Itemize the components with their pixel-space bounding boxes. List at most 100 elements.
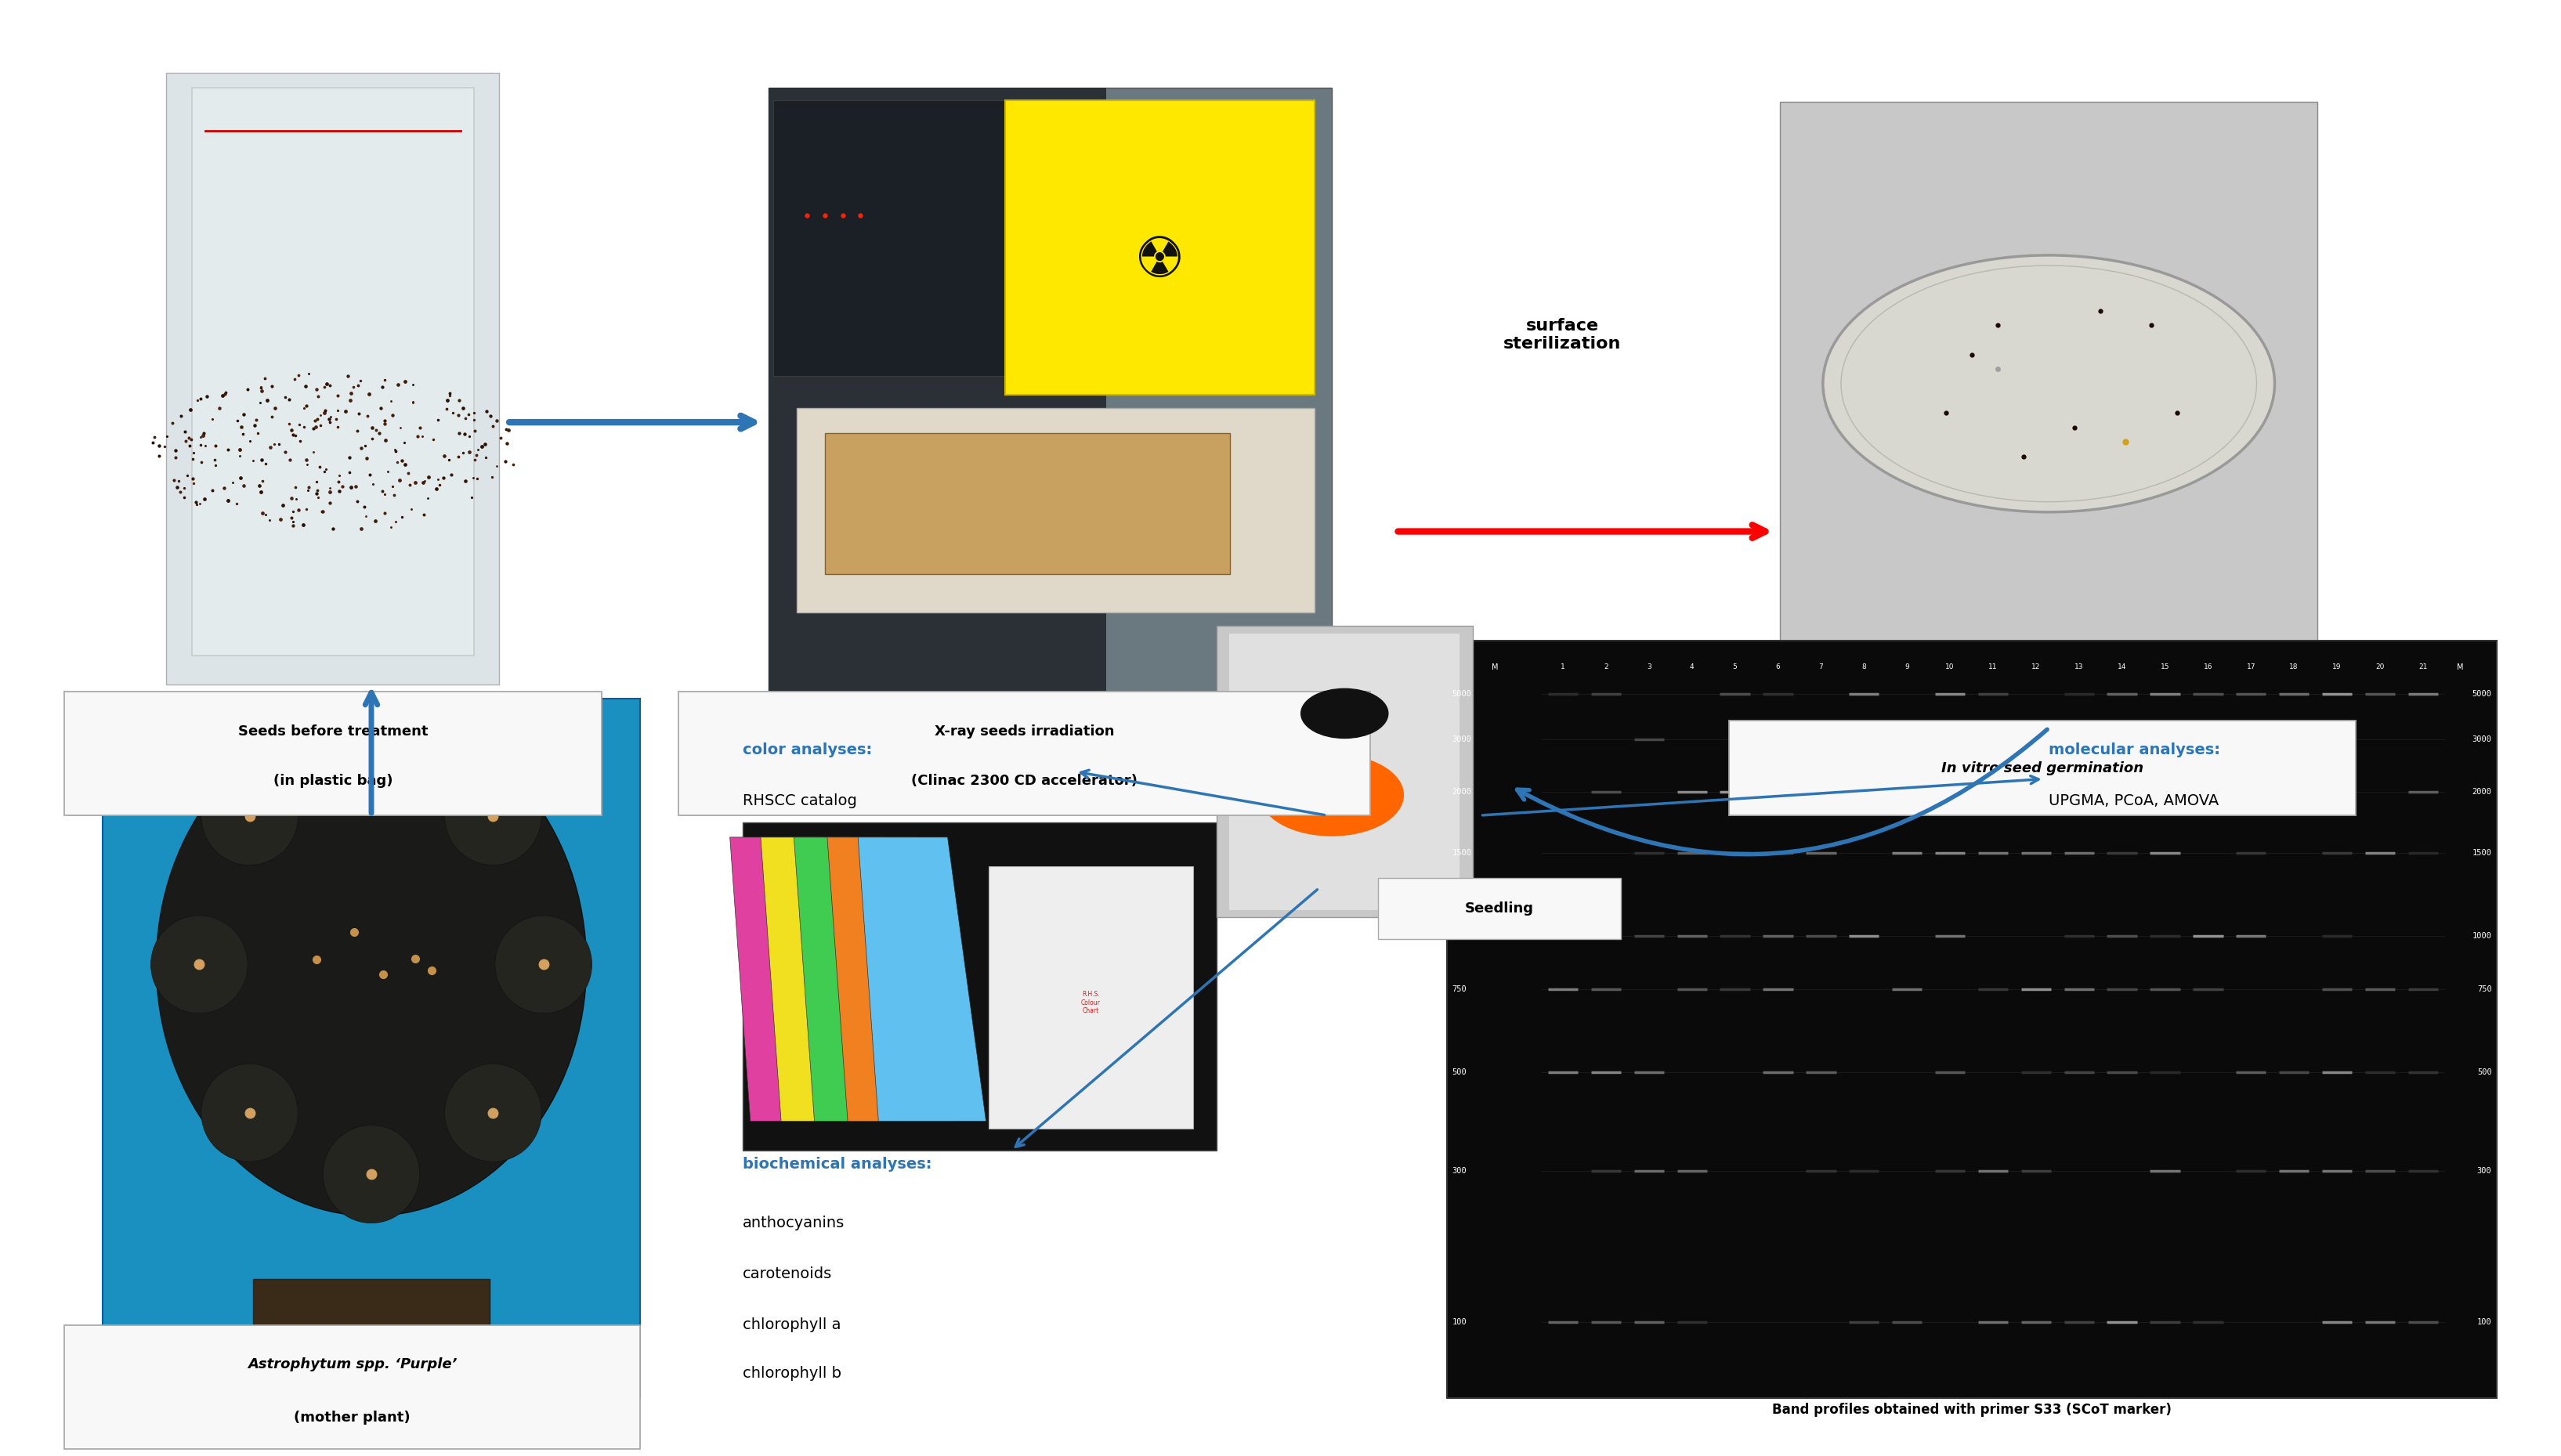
FancyBboxPatch shape <box>773 100 1101 376</box>
FancyBboxPatch shape <box>768 87 1332 728</box>
Text: R.H.S.
Colour
Chart: R.H.S. Colour Chart <box>1081 992 1101 1015</box>
Ellipse shape <box>446 1064 540 1162</box>
FancyBboxPatch shape <box>1378 878 1621 939</box>
Polygon shape <box>827 837 955 1121</box>
Text: 500: 500 <box>2476 1069 2492 1076</box>
Ellipse shape <box>323 706 420 804</box>
Text: 21: 21 <box>2418 664 2428 670</box>
Polygon shape <box>730 837 858 1121</box>
Text: anthocyanins: anthocyanins <box>743 1216 845 1230</box>
Text: color analyses:: color analyses: <box>743 743 873 757</box>
Ellipse shape <box>151 916 248 1013</box>
Text: Band profiles obtained with primer S33 (SCoT marker): Band profiles obtained with primer S33 (… <box>1772 1402 2172 1417</box>
Text: molecular analyses:: molecular analyses: <box>2049 743 2220 757</box>
Text: (mother plant): (mother plant) <box>295 1411 410 1425</box>
Text: (Clinac 2300 CD accelerator): (Clinac 2300 CD accelerator) <box>912 773 1137 788</box>
FancyBboxPatch shape <box>254 1278 489 1390</box>
Text: 5: 5 <box>1734 664 1736 670</box>
Text: 300: 300 <box>1452 1166 1467 1175</box>
Text: 6: 6 <box>1775 664 1780 670</box>
Text: 2: 2 <box>1603 664 1608 670</box>
Text: 10: 10 <box>1946 664 1954 670</box>
FancyBboxPatch shape <box>192 87 474 655</box>
Text: 300: 300 <box>2476 1166 2492 1175</box>
FancyBboxPatch shape <box>796 408 1314 613</box>
FancyBboxPatch shape <box>102 699 640 1398</box>
Text: In vitro seed germination: In vitro seed germination <box>1941 761 2144 775</box>
Text: Seedling: Seedling <box>1465 901 1534 916</box>
Polygon shape <box>794 837 922 1121</box>
FancyBboxPatch shape <box>64 692 602 815</box>
Text: ☢: ☢ <box>1135 234 1186 290</box>
Text: 1500: 1500 <box>2471 849 2492 856</box>
Text: 4: 4 <box>1690 664 1695 670</box>
Text: 18: 18 <box>2290 664 2297 670</box>
Polygon shape <box>858 837 986 1121</box>
FancyBboxPatch shape <box>825 434 1229 574</box>
FancyBboxPatch shape <box>1004 100 1314 395</box>
Ellipse shape <box>323 1125 420 1223</box>
Text: 11: 11 <box>1987 664 1998 670</box>
FancyBboxPatch shape <box>1447 641 2497 1398</box>
Text: chlorophyll a: chlorophyll a <box>743 1318 840 1332</box>
Text: 100: 100 <box>2476 1318 2492 1326</box>
Ellipse shape <box>494 916 592 1013</box>
Text: 2000: 2000 <box>2471 788 2492 796</box>
Text: biochemical analyses:: biochemical analyses: <box>743 1158 932 1172</box>
Text: 5000: 5000 <box>1452 690 1473 697</box>
Text: 1500: 1500 <box>1452 849 1473 856</box>
Text: 17: 17 <box>2246 664 2256 670</box>
FancyBboxPatch shape <box>1229 633 1460 910</box>
Text: 100: 100 <box>1452 1318 1467 1326</box>
FancyBboxPatch shape <box>743 823 1216 1150</box>
Text: 14: 14 <box>2118 664 2126 670</box>
Text: 750: 750 <box>1452 986 1467 993</box>
Text: 3000: 3000 <box>2471 735 2492 743</box>
Text: M: M <box>2456 664 2464 671</box>
Text: 13: 13 <box>2074 664 2085 670</box>
FancyBboxPatch shape <box>1216 626 1473 917</box>
Text: 750: 750 <box>2476 986 2492 993</box>
Text: 16: 16 <box>2202 664 2213 670</box>
Text: 3000: 3000 <box>1452 735 1473 743</box>
Text: RHSCC catalog: RHSCC catalog <box>743 794 858 808</box>
Text: 1000: 1000 <box>1452 932 1473 939</box>
FancyBboxPatch shape <box>64 1325 640 1449</box>
FancyBboxPatch shape <box>768 87 1106 728</box>
Text: 7: 7 <box>1818 664 1823 670</box>
Text: 19: 19 <box>2333 664 2341 670</box>
Circle shape <box>1823 255 2274 513</box>
Text: chlorophyll b: chlorophyll b <box>743 1366 843 1380</box>
Text: 9: 9 <box>1905 664 1908 670</box>
FancyBboxPatch shape <box>989 866 1193 1128</box>
Text: 3: 3 <box>1647 664 1652 670</box>
Text: 12: 12 <box>2031 664 2041 670</box>
Text: 20: 20 <box>2377 664 2384 670</box>
Text: carotenoids: carotenoids <box>743 1267 832 1281</box>
Ellipse shape <box>446 767 540 865</box>
Text: 15: 15 <box>2161 664 2169 670</box>
Circle shape <box>1260 754 1403 836</box>
Text: M: M <box>1493 664 1498 671</box>
FancyBboxPatch shape <box>166 73 499 684</box>
Polygon shape <box>761 837 889 1121</box>
Text: Seeds before treatment: Seeds before treatment <box>238 724 428 738</box>
Circle shape <box>1301 689 1388 738</box>
Text: 1: 1 <box>1560 664 1565 670</box>
Text: Astrophytum spp. ‘Purple’: Astrophytum spp. ‘Purple’ <box>248 1357 456 1372</box>
Text: surface
sterilization: surface sterilization <box>1503 317 1621 352</box>
FancyBboxPatch shape <box>1780 102 2318 728</box>
Ellipse shape <box>156 713 586 1216</box>
Text: 500: 500 <box>1452 1069 1467 1076</box>
Text: (in plastic bag): (in plastic bag) <box>274 773 392 788</box>
FancyBboxPatch shape <box>679 692 1370 815</box>
Text: UPGMA, PCoA, AMOVA: UPGMA, PCoA, AMOVA <box>2049 794 2218 808</box>
Ellipse shape <box>202 1064 297 1162</box>
FancyBboxPatch shape <box>1729 721 2356 815</box>
Text: 1000: 1000 <box>2471 932 2492 939</box>
Text: 8: 8 <box>1862 664 1867 670</box>
Ellipse shape <box>202 767 297 865</box>
Text: 2000: 2000 <box>1452 788 1473 796</box>
Text: X-ray seeds irradiation: X-ray seeds irradiation <box>935 724 1114 738</box>
Text: 5000: 5000 <box>2471 690 2492 697</box>
